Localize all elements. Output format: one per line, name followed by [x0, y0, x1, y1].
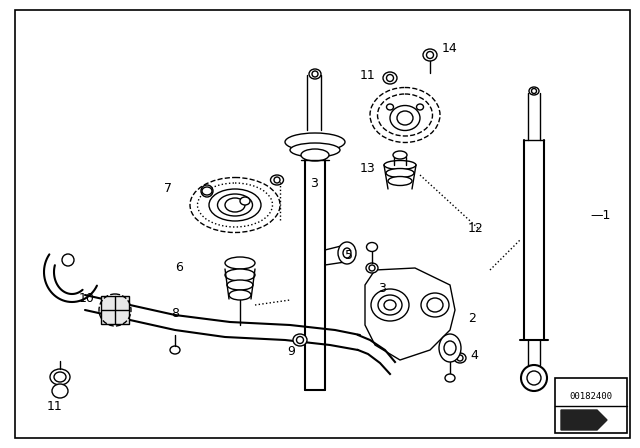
Ellipse shape — [225, 257, 255, 269]
Text: 14: 14 — [442, 42, 458, 55]
Text: 00182400: 00182400 — [570, 392, 612, 401]
Ellipse shape — [209, 189, 261, 221]
Ellipse shape — [439, 334, 461, 362]
Ellipse shape — [190, 177, 280, 233]
Ellipse shape — [198, 183, 273, 227]
Ellipse shape — [274, 177, 280, 183]
Ellipse shape — [384, 160, 416, 169]
Ellipse shape — [454, 353, 466, 363]
Text: 7: 7 — [164, 181, 172, 194]
Circle shape — [201, 185, 213, 197]
Circle shape — [62, 254, 74, 266]
Ellipse shape — [527, 371, 541, 385]
Ellipse shape — [369, 265, 375, 271]
Ellipse shape — [366, 263, 378, 273]
Bar — [555, 378, 627, 433]
Ellipse shape — [387, 74, 394, 82]
Ellipse shape — [54, 372, 66, 382]
Text: 5: 5 — [345, 249, 353, 262]
Ellipse shape — [445, 374, 455, 382]
Ellipse shape — [285, 133, 345, 151]
Ellipse shape — [426, 52, 433, 59]
Ellipse shape — [367, 242, 378, 251]
Ellipse shape — [229, 290, 251, 300]
Ellipse shape — [371, 289, 409, 321]
Text: 11: 11 — [359, 69, 375, 82]
Bar — [101, 296, 129, 324]
Ellipse shape — [378, 94, 433, 136]
Ellipse shape — [386, 168, 414, 177]
Ellipse shape — [529, 87, 539, 95]
Ellipse shape — [387, 104, 394, 110]
Ellipse shape — [390, 105, 420, 130]
Text: 6: 6 — [175, 260, 183, 273]
Text: 8: 8 — [171, 307, 179, 320]
Text: 10: 10 — [79, 292, 95, 305]
Ellipse shape — [457, 355, 463, 361]
Ellipse shape — [225, 198, 245, 212]
Ellipse shape — [421, 293, 449, 317]
Ellipse shape — [338, 242, 356, 264]
Ellipse shape — [397, 111, 413, 125]
Text: 9: 9 — [287, 345, 295, 358]
Text: 13: 13 — [359, 161, 375, 175]
Ellipse shape — [383, 72, 397, 84]
Ellipse shape — [271, 175, 284, 185]
Ellipse shape — [50, 369, 70, 385]
Ellipse shape — [301, 149, 329, 161]
Text: 4: 4 — [470, 349, 478, 362]
Text: 3: 3 — [310, 177, 318, 190]
Ellipse shape — [227, 280, 253, 290]
Text: 2: 2 — [468, 311, 476, 324]
Ellipse shape — [370, 87, 440, 142]
Polygon shape — [365, 268, 455, 360]
Ellipse shape — [393, 151, 407, 159]
Ellipse shape — [293, 334, 307, 346]
Ellipse shape — [417, 104, 424, 110]
Ellipse shape — [521, 365, 547, 391]
Ellipse shape — [531, 89, 536, 94]
Ellipse shape — [170, 346, 180, 354]
Ellipse shape — [202, 187, 212, 195]
Ellipse shape — [290, 143, 340, 157]
Ellipse shape — [343, 248, 351, 258]
Text: —1: —1 — [590, 208, 611, 221]
Ellipse shape — [384, 300, 396, 310]
Ellipse shape — [312, 71, 318, 77]
Ellipse shape — [225, 269, 255, 281]
Ellipse shape — [240, 197, 250, 205]
Ellipse shape — [388, 177, 412, 185]
Text: 11: 11 — [47, 400, 63, 413]
Polygon shape — [561, 410, 607, 430]
Ellipse shape — [444, 341, 456, 355]
Ellipse shape — [52, 384, 68, 398]
Ellipse shape — [296, 336, 303, 344]
Ellipse shape — [427, 298, 443, 312]
Ellipse shape — [378, 295, 402, 315]
Text: 12: 12 — [468, 221, 484, 234]
Ellipse shape — [309, 69, 321, 79]
Ellipse shape — [423, 49, 437, 61]
Ellipse shape — [218, 194, 253, 216]
Text: 3: 3 — [378, 281, 386, 294]
